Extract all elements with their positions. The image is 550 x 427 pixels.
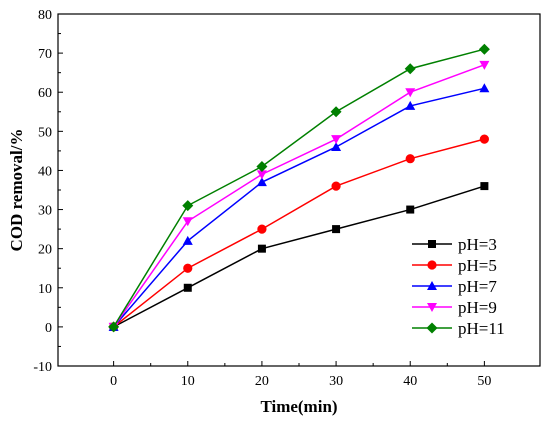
- series-line: [112, 48, 485, 328]
- data-point: [183, 263, 193, 273]
- y-axis-title: COD removal/%: [7, 129, 26, 252]
- x-axis-title: Time(min): [260, 397, 337, 416]
- data-point: [330, 106, 342, 118]
- y-tick-label: -10: [33, 360, 52, 375]
- data-point: [182, 217, 193, 227]
- data-point: [406, 205, 415, 214]
- legend-label: pH=11: [458, 319, 505, 338]
- legend-marker: [427, 303, 437, 312]
- legend-label: pH=5: [458, 256, 497, 275]
- y-tick-label: 50: [38, 125, 52, 140]
- legend-item: pH=5: [412, 256, 497, 275]
- data-point: [405, 100, 416, 110]
- data-point: [479, 134, 489, 144]
- y-tick-label: 10: [38, 282, 52, 297]
- series-4: [108, 60, 490, 332]
- legend-marker: [427, 281, 437, 290]
- data-point: [331, 181, 341, 191]
- series-line: [113, 185, 485, 328]
- legend-item: pH=3: [412, 235, 497, 254]
- data-point: [480, 182, 489, 191]
- y-tick-label: 30: [38, 204, 52, 219]
- legend-label: pH=7: [458, 277, 497, 296]
- x-tick-label: 30: [329, 374, 343, 389]
- legend-marker: [427, 260, 437, 270]
- data-point: [256, 161, 268, 173]
- series-line: [113, 138, 485, 328]
- data-point: [405, 154, 415, 164]
- x-tick-label: 10: [181, 374, 195, 389]
- series-layer: [108, 43, 490, 333]
- legend-label: pH=9: [458, 298, 497, 317]
- data-point: [183, 283, 192, 292]
- legend-item: pH=11: [412, 319, 505, 338]
- data-point: [404, 63, 416, 75]
- legend: pH=3 pH=5 pH=7 pH=9 pH=11: [412, 235, 505, 338]
- y-tick-label: 60: [38, 86, 52, 101]
- data-point: [182, 235, 193, 245]
- legend-marker: [426, 322, 438, 334]
- data-point: [108, 321, 120, 333]
- series-line: [113, 64, 485, 328]
- data-point: [405, 88, 416, 98]
- legend-marker: [428, 240, 436, 248]
- data-point: [257, 244, 266, 253]
- y-tick-label: 0: [45, 321, 52, 336]
- y-tick-label: 80: [38, 8, 52, 23]
- data-point: [257, 224, 267, 234]
- legend-item: pH=7: [412, 277, 497, 296]
- x-tick-label: 20: [255, 374, 269, 389]
- y-tick-label: 70: [38, 47, 52, 62]
- y-tick-label: 40: [38, 164, 52, 179]
- data-point: [479, 60, 490, 70]
- data-point: [478, 43, 490, 55]
- y-tick-label: 20: [38, 243, 52, 258]
- series-line: [113, 87, 485, 328]
- series-5: [108, 43, 490, 333]
- data-point: [331, 141, 342, 151]
- x-axis: 0 10 20 30 40 50: [110, 361, 491, 389]
- data-point: [332, 225, 341, 234]
- legend-label: pH=3: [458, 235, 497, 254]
- data-point: [479, 83, 490, 93]
- data-point: [182, 200, 194, 212]
- legend-item: pH=9: [412, 298, 497, 317]
- data-point: [256, 177, 267, 187]
- data-point: [331, 135, 342, 145]
- data-point: [256, 170, 267, 180]
- x-tick-label: 0: [110, 374, 117, 389]
- x-tick-label: 40: [403, 374, 417, 389]
- x-tick-label: 50: [477, 374, 491, 389]
- y-axis: -10 0 10 20 30 40 50 60 70 80: [33, 8, 63, 375]
